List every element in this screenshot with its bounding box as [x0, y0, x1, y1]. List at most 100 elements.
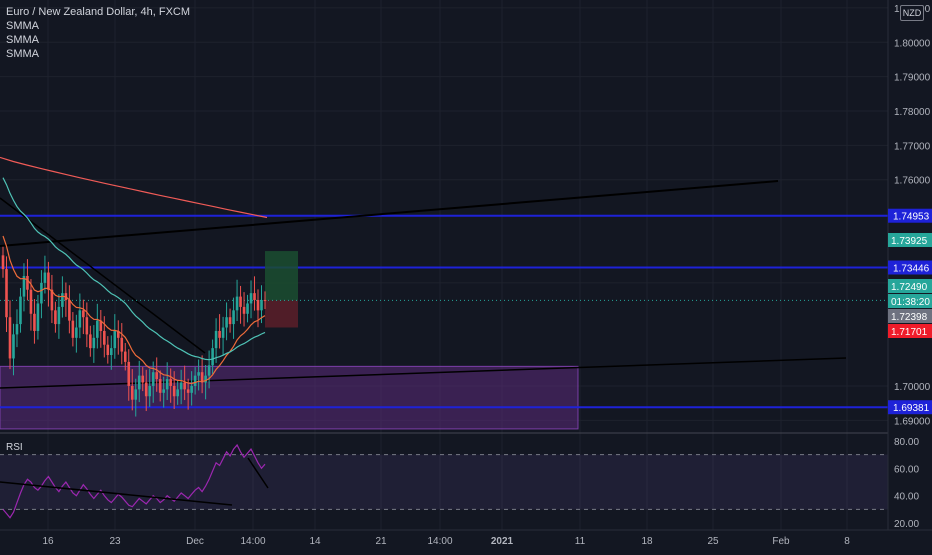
candle-body: [54, 310, 57, 325]
candle-body: [57, 306, 61, 325]
price-tag-label: 1.72398: [891, 312, 928, 323]
rsi-tick-label: 20.00: [894, 519, 919, 530]
candle-body: [235, 296, 239, 311]
price-tag-label: 1.73925: [891, 236, 928, 247]
candle-body: [260, 300, 263, 311]
price-tick-label: 1.76000: [894, 176, 931, 187]
rsi-indicator-label[interactable]: RSI: [6, 442, 23, 453]
price-level-tag: [888, 260, 932, 275]
candle-body: [179, 382, 183, 390]
candle-body: [99, 320, 103, 331]
candle-body: [249, 293, 253, 304]
price-tag: [888, 324, 932, 338]
candle-body: [214, 330, 218, 349]
candle-body: [1, 255, 5, 270]
candle-body: [109, 348, 113, 356]
candle-body: [137, 375, 141, 390]
candle-body: [183, 382, 186, 390]
candle-body: [127, 361, 131, 386]
stop-loss-zone: [265, 300, 298, 328]
candle-body: [158, 379, 162, 393]
rsi-line: [2, 443, 266, 519]
price-tick-label: 1.69000: [894, 416, 931, 427]
rsi-band: [0, 454, 888, 510]
candle-body: [103, 330, 106, 345]
price-tick-label: 1.70000: [894, 382, 931, 393]
rsi-tick-label: 80.00: [894, 437, 919, 448]
time-tick-label: 16: [42, 536, 54, 547]
candle-body: [186, 389, 190, 393]
time-tick-label: 11: [575, 536, 586, 547]
candle-body: [113, 330, 117, 349]
price-axis-background: [888, 0, 932, 550]
candle-body: [29, 289, 33, 314]
candle-body: [151, 372, 155, 386]
time-tick-label: 2021: [491, 536, 514, 547]
candle-body: [239, 296, 242, 307]
candle-body: [85, 317, 89, 335]
price-tag: [888, 279, 932, 293]
smma-line-fast: [2, 235, 266, 385]
candle-body: [225, 317, 228, 328]
price-tick-label: 1.77000: [894, 141, 931, 152]
smma-line-mid: [2, 177, 266, 361]
candle-body: [68, 300, 71, 321]
candle-body: [218, 330, 221, 338]
candle-body: [263, 300, 267, 302]
candle-body: [82, 310, 85, 318]
candle-body: [211, 348, 214, 366]
candle-body: [61, 293, 64, 307]
price-level-tag-label: 1.74953: [893, 212, 930, 223]
price-tag: [888, 309, 932, 323]
candle-body: [221, 327, 225, 338]
price-level-tag-label: 1.69381: [893, 403, 930, 414]
rsi-trendline-lower: [0, 481, 233, 506]
candle-body: [26, 275, 29, 290]
time-tick-label: 23: [109, 536, 121, 547]
price-level-tag: [888, 400, 932, 415]
candle-body: [176, 389, 179, 397]
candle-body: [50, 289, 54, 311]
price-level-tag: [888, 208, 932, 223]
time-tick-label: 14:00: [427, 536, 452, 547]
candle-body: [165, 379, 169, 390]
candle-body: [33, 313, 36, 331]
price-tag: [888, 233, 932, 247]
candle-body: [92, 337, 96, 349]
time-tick-label: Dec: [186, 536, 204, 547]
candle-body: [40, 282, 43, 304]
candle-body: [256, 300, 260, 311]
candle-body: [8, 317, 12, 359]
candle-body: [162, 389, 165, 393]
price-tick-label: 1.78000: [894, 107, 931, 118]
candle-body: [75, 327, 78, 338]
candle-body: [5, 269, 8, 318]
candle-body: [253, 293, 256, 301]
time-tick-label: 21: [375, 536, 387, 547]
candle-body: [36, 303, 40, 331]
candle-body: [116, 330, 120, 338]
time-tick-label: 14:00: [240, 536, 265, 547]
price-tag-label: 1.71701: [891, 327, 928, 338]
candle-body: [204, 375, 207, 383]
candle-body: [71, 320, 75, 338]
candle-body: [148, 385, 152, 397]
time-tick-label: 25: [707, 536, 719, 547]
candle-body: [197, 372, 200, 376]
time-tick-label: 18: [641, 536, 653, 547]
candle-body: [106, 344, 110, 356]
time-tick-label: 14: [309, 536, 321, 547]
trendline-lower: [0, 357, 847, 389]
price-tick-label: 1.80000: [894, 38, 931, 49]
price-tag: [888, 294, 932, 308]
currency-badge[interactable]: NZD: [900, 5, 924, 21]
candle-body: [15, 324, 19, 335]
candle-body: [193, 375, 197, 386]
candle-body: [120, 337, 124, 352]
price-level-tag-label: 1.73446: [893, 264, 930, 275]
rsi-tick-label: 60.00: [894, 464, 919, 475]
price-tag-label: 1.72490: [891, 282, 928, 293]
candle-body: [89, 334, 92, 349]
